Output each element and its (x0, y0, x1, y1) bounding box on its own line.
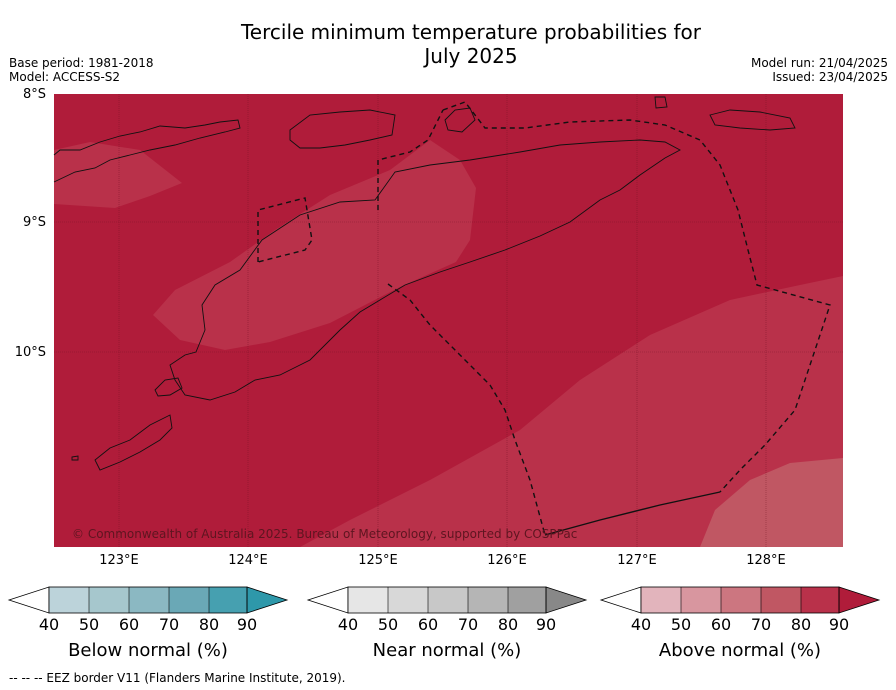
timor-island (169, 139, 681, 401)
above-normal-label: Above normal (%) (658, 640, 822, 661)
lat-label-10s: 10°S (14, 345, 46, 360)
wetar-island (444, 107, 476, 133)
model-name: Model: ACCESS-S2 (9, 70, 121, 84)
prob-zone-central (153, 140, 476, 350)
sawu-island (94, 414, 173, 471)
near-tick-40: 40 (337, 615, 359, 634)
gridlines (54, 94, 843, 547)
below-tick-60: 60 (118, 615, 140, 634)
lat-label-8s: 8°S (22, 87, 46, 102)
rote-island (154, 377, 183, 397)
eez-footnote: -- -- -- EEZ border V11 (Flanders Marine… (9, 671, 346, 685)
eez-border-south (387, 283, 546, 536)
near-tick-90: 90 (535, 615, 557, 634)
near-tick-70: 70 (457, 615, 479, 634)
lon-label-123e: 123°E (99, 553, 139, 568)
lon-label-124e: 124°E (228, 553, 268, 568)
prob-zone-corner (700, 458, 843, 547)
above-tick-70: 70 (750, 615, 772, 634)
eez-border-timor-leste (442, 101, 831, 493)
eez-borders (257, 101, 831, 536)
below-tick-50: 50 (78, 615, 100, 634)
model-run: Model run: 21/04/2025 (750, 56, 888, 70)
title-line-1: Tercile minimum temperature probabilitie… (240, 20, 702, 44)
below-tick-90: 90 (236, 615, 258, 634)
near-normal-label: Near normal (%) (372, 640, 522, 661)
title-line-2: July 2025 (424, 44, 518, 68)
map-title: Tercile minimum temperature probabilitie… (0, 20, 896, 68)
prob-zone-southeast (300, 276, 843, 547)
colorbar-near (306, 586, 588, 614)
lon-label-125e: 125°E (358, 553, 398, 568)
run-info: Model run: 21/04/2025 Issued: 23/04/2025 (751, 56, 888, 84)
eez-border-north (377, 109, 444, 210)
above-tick-80: 80 (790, 615, 812, 634)
above-tick-90: 90 (828, 615, 850, 634)
near-tick-50: 50 (377, 615, 399, 634)
near-tick-60: 60 (417, 615, 439, 634)
lon-label-127e: 127°E (617, 553, 657, 568)
model-info: Base period: 1981-2018 Model: ACCESS-S2 (9, 56, 154, 84)
above-tick-40: 40 (630, 615, 652, 634)
border-solid-segment (544, 491, 721, 536)
below-normal-label: Below normal (%) (68, 640, 228, 661)
flores-island (53, 119, 241, 183)
above-tick-50: 50 (670, 615, 692, 634)
colorbar-below (7, 586, 289, 614)
lat-label-9s: 9°S (22, 215, 46, 230)
below-tick-80: 80 (198, 615, 220, 634)
lon-label-128e: 128°E (746, 553, 786, 568)
lon-label-126e: 126°E (487, 553, 527, 568)
small-island-1 (654, 96, 668, 109)
alor-island (289, 109, 396, 149)
eez-border-enclave (257, 197, 313, 263)
below-tick-70: 70 (158, 615, 180, 634)
small-island-3 (71, 455, 79, 461)
near-tick-80: 80 (497, 615, 519, 634)
above-tick-60: 60 (710, 615, 732, 634)
prob-zone-west (54, 142, 182, 208)
small-island-2 (709, 109, 796, 131)
issued-date: Issued: 23/04/2025 (772, 70, 888, 84)
copyright-text: © Commonwealth of Australia 2025. Bureau… (72, 527, 577, 541)
base-period: Base period: 1981-2018 (9, 56, 154, 70)
below-tick-40: 40 (38, 615, 60, 634)
colorbar-above (599, 586, 881, 614)
coastlines (53, 96, 796, 471)
